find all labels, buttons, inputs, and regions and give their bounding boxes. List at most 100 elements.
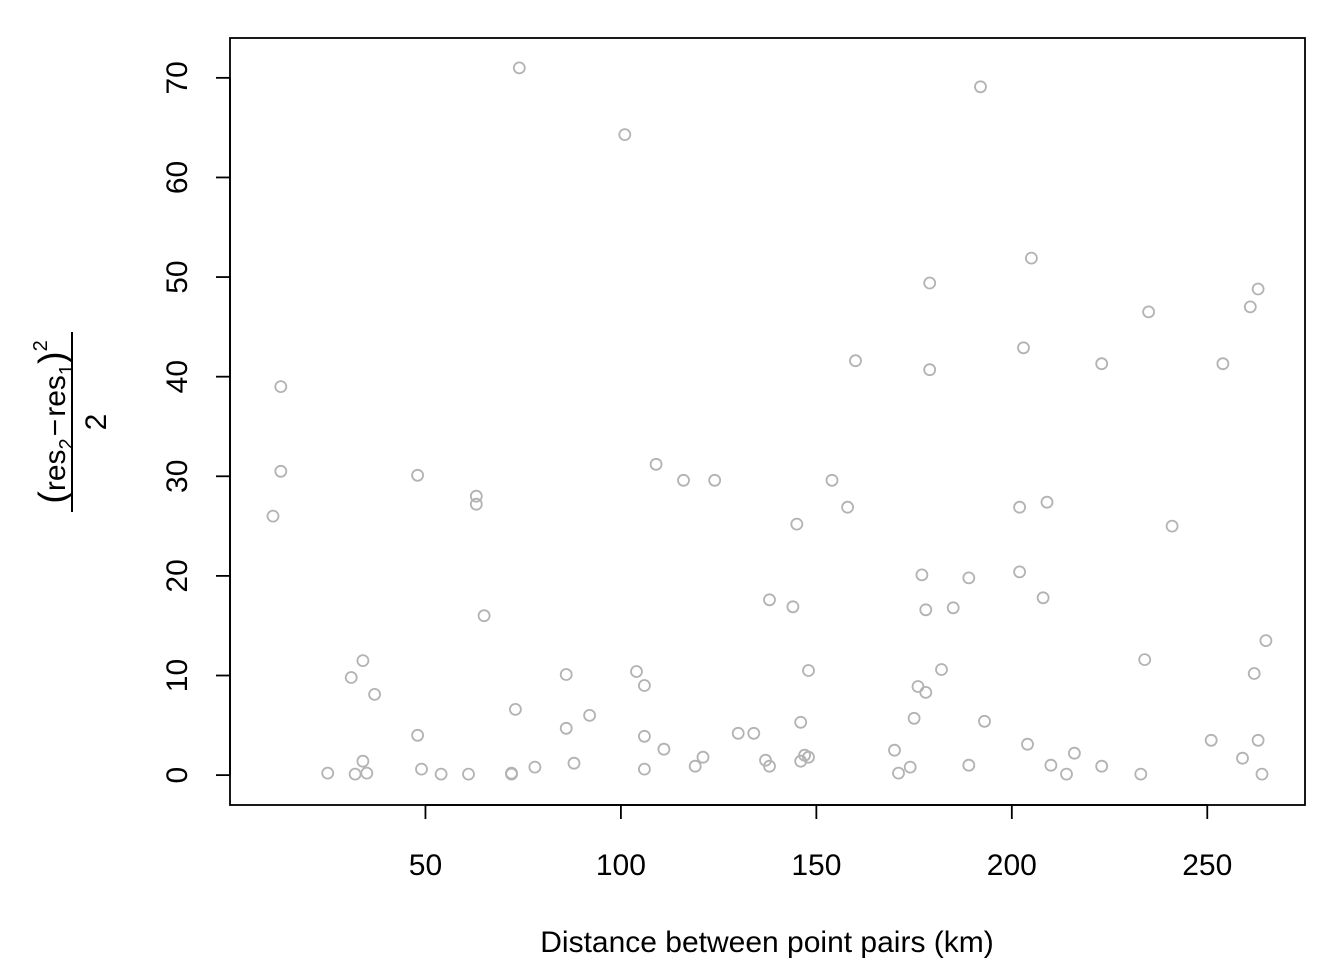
data-point-93 [1259, 634, 1273, 647]
points-layer [266, 61, 1273, 781]
data-point-87 [1236, 751, 1249, 765]
data-point-38 [731, 726, 745, 740]
data-point-69 [1013, 565, 1026, 579]
data-point-67 [974, 80, 987, 94]
y-axis-title-numerator: (res2−res1)2 [30, 340, 78, 504]
y-axis-title: (res2−res1)2 2 [30, 332, 113, 512]
data-point-59 [919, 686, 933, 699]
data-point-8 [360, 766, 374, 780]
data-point-1 [274, 380, 288, 394]
data-point-86 [1216, 357, 1230, 371]
data-point-24 [559, 721, 573, 735]
data-point-33 [657, 742, 671, 756]
data-point-17 [477, 609, 491, 623]
y-tick-label-30: 30 [161, 460, 194, 493]
data-point-35 [688, 759, 702, 773]
data-point-63 [935, 663, 948, 676]
data-point-68 [978, 714, 991, 728]
data-point-76 [1044, 758, 1058, 772]
y-tick-label-60: 60 [161, 161, 194, 194]
y-tick-label-50: 50 [161, 260, 194, 293]
data-point-15 [469, 489, 483, 503]
data-point-61 [923, 363, 937, 377]
x-tick-label-200: 200 [987, 849, 1037, 882]
data-point-71 [1017, 341, 1030, 355]
data-point-32 [649, 457, 663, 471]
data-point-84 [1165, 519, 1179, 533]
data-point-22 [528, 760, 542, 774]
data-point-66 [962, 758, 976, 772]
data-point-90 [1251, 282, 1265, 296]
data-point-36 [696, 750, 710, 764]
data-point-19 [505, 766, 518, 780]
data-point-91 [1251, 733, 1265, 747]
data-point-70 [1013, 500, 1026, 514]
data-point-16 [469, 497, 483, 511]
y-axis: 0 10 20 30 40 50 60 70 [161, 61, 231, 784]
data-point-14 [462, 767, 475, 781]
data-point-92 [1255, 767, 1269, 781]
data-point-30 [638, 762, 651, 776]
plot-frame [229, 37, 1306, 806]
data-point-52 [849, 354, 862, 368]
y-tick-label-0: 0 [161, 767, 194, 784]
data-point-73 [1025, 251, 1038, 265]
data-point-5 [348, 767, 362, 781]
data-point-3 [321, 766, 335, 780]
data-point-46 [794, 715, 808, 729]
data-point-77 [1060, 767, 1073, 781]
data-point-56 [907, 711, 921, 725]
data-point-60 [919, 603, 933, 617]
x-tick-label-100: 100 [596, 849, 646, 882]
x-tick-label-150: 150 [791, 849, 841, 882]
data-point-50 [825, 473, 839, 487]
data-point-9 [368, 688, 382, 701]
data-point-51 [841, 500, 854, 514]
data-point-83 [1142, 305, 1155, 319]
data-point-58 [915, 568, 929, 582]
data-point-72 [1021, 737, 1034, 751]
data-point-88 [1243, 300, 1257, 314]
data-point-74 [1036, 591, 1050, 605]
data-point-39 [747, 726, 761, 740]
data-point-57 [911, 680, 925, 693]
y-tick-label-70: 70 [161, 61, 194, 94]
data-point-20 [509, 703, 522, 716]
x-tick-label-250: 250 [1182, 849, 1232, 882]
data-point-62 [923, 276, 937, 290]
x-tick-label-50: 50 [409, 849, 442, 882]
data-point-89 [1247, 667, 1261, 680]
data-point-0 [266, 509, 280, 523]
data-point-55 [903, 760, 917, 774]
data-point-42 [763, 759, 776, 773]
x-axis-title: Distance between point pairs (km) [540, 926, 994, 959]
data-point-21 [512, 61, 526, 75]
y-tick-label-10: 10 [161, 659, 194, 692]
data-point-82 [1138, 653, 1152, 666]
data-point-41 [763, 593, 776, 607]
data-point-27 [618, 128, 632, 142]
data-point-4 [344, 671, 358, 684]
data-point-34 [677, 473, 690, 487]
data-point-26 [583, 709, 596, 722]
data-point-2 [274, 464, 288, 478]
data-point-13 [434, 767, 448, 781]
data-point-65 [962, 571, 976, 585]
data-point-79 [1095, 357, 1109, 371]
data-point-85 [1204, 733, 1218, 747]
data-point-28 [630, 665, 643, 678]
data-point-75 [1040, 495, 1054, 509]
data-point-12 [415, 762, 428, 776]
y-tick-label-40: 40 [161, 360, 194, 393]
data-point-37 [708, 473, 722, 487]
data-point-10 [411, 468, 425, 482]
y-axis-title-denominator: 2 [80, 414, 113, 431]
data-point-54 [892, 766, 905, 780]
x-axis: 50 100 150 200 250 [409, 804, 1232, 882]
data-point-29 [638, 679, 651, 692]
data-point-11 [411, 728, 425, 742]
data-point-48 [802, 664, 815, 677]
data-point-44 [790, 517, 804, 531]
data-point-78 [1068, 746, 1081, 760]
